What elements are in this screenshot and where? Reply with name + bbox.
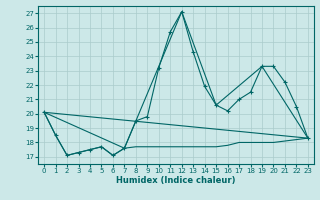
X-axis label: Humidex (Indice chaleur): Humidex (Indice chaleur) bbox=[116, 176, 236, 185]
